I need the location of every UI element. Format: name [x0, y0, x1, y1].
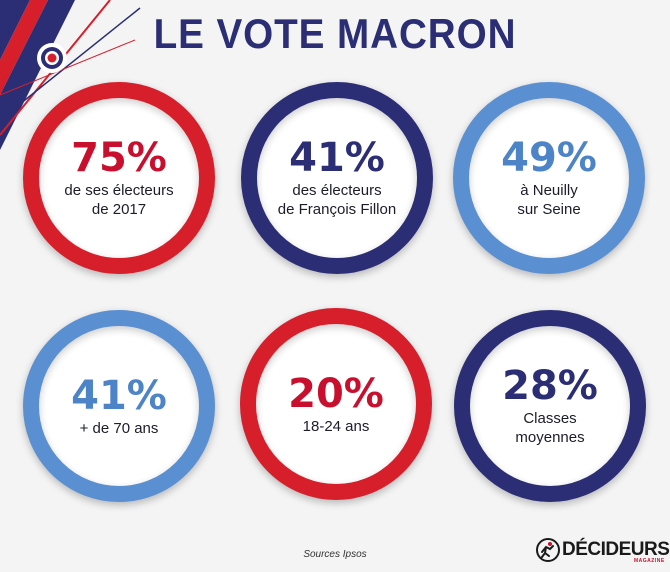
stat-description: des électeurs de François Fillon — [277, 182, 397, 218]
stat-value: 49% — [501, 135, 597, 181]
stat-circle-electeurs-2017: 75% de ses électeurs de 2017 — [23, 82, 215, 274]
stat-description: 18-24 ans — [302, 417, 370, 435]
runner-icon — [536, 538, 560, 562]
stat-description: Classes moyennes — [515, 410, 585, 446]
page-title: LE VOTE MACRON — [153, 10, 517, 57]
brand-logo: DÉCIDEURS MAGAZINE — [536, 538, 670, 564]
stat-description: de ses électeurs de 2017 — [64, 182, 174, 218]
stat-circle-classes-moyennes: 28% Classes moyennes — [454, 310, 646, 502]
stat-value: 41% — [289, 135, 385, 181]
sources-note: Sources Ipsos — [303, 549, 367, 560]
stat-value: 75% — [71, 135, 167, 181]
stat-value: 41% — [71, 372, 167, 419]
stat-description: + de 70 ans — [79, 419, 159, 437]
brand-name: DÉCIDEURS — [562, 539, 670, 560]
stat-circle-plus-70-ans: 41% + de 70 ans — [23, 310, 215, 502]
stat-circle-18-24-ans: 20% 18-24 ans — [240, 308, 432, 500]
stat-value: 20% — [288, 370, 384, 417]
stat-circle-electeurs-fillon: 41% des électeurs de François Fillon — [241, 82, 433, 274]
stat-description: à Neuilly sur Seine — [517, 182, 581, 218]
stat-value: 28% — [502, 363, 598, 409]
stat-circle-neuilly: 49% à Neuilly sur Seine — [453, 82, 645, 274]
brand-subtitle: MAGAZINE — [634, 558, 665, 564]
